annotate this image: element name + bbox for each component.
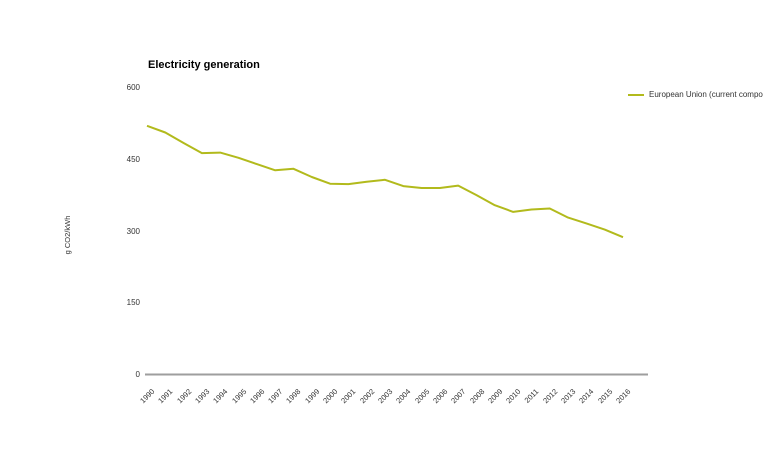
legend-line-swatch — [628, 93, 644, 96]
y-tick-label: 150 — [126, 298, 140, 308]
legend: European Union (current compo — [628, 90, 763, 99]
y-tick-label: 600 — [126, 83, 140, 92]
series-line-european-union — [146, 124, 624, 239]
y-tick-label: 450 — [126, 154, 140, 164]
y-tick-label: 0 — [135, 370, 140, 379]
legend-label: European Union (current compo — [649, 90, 763, 99]
y-tick-label: 300 — [126, 226, 140, 236]
chart-title: Electricity generation — [148, 59, 260, 71]
